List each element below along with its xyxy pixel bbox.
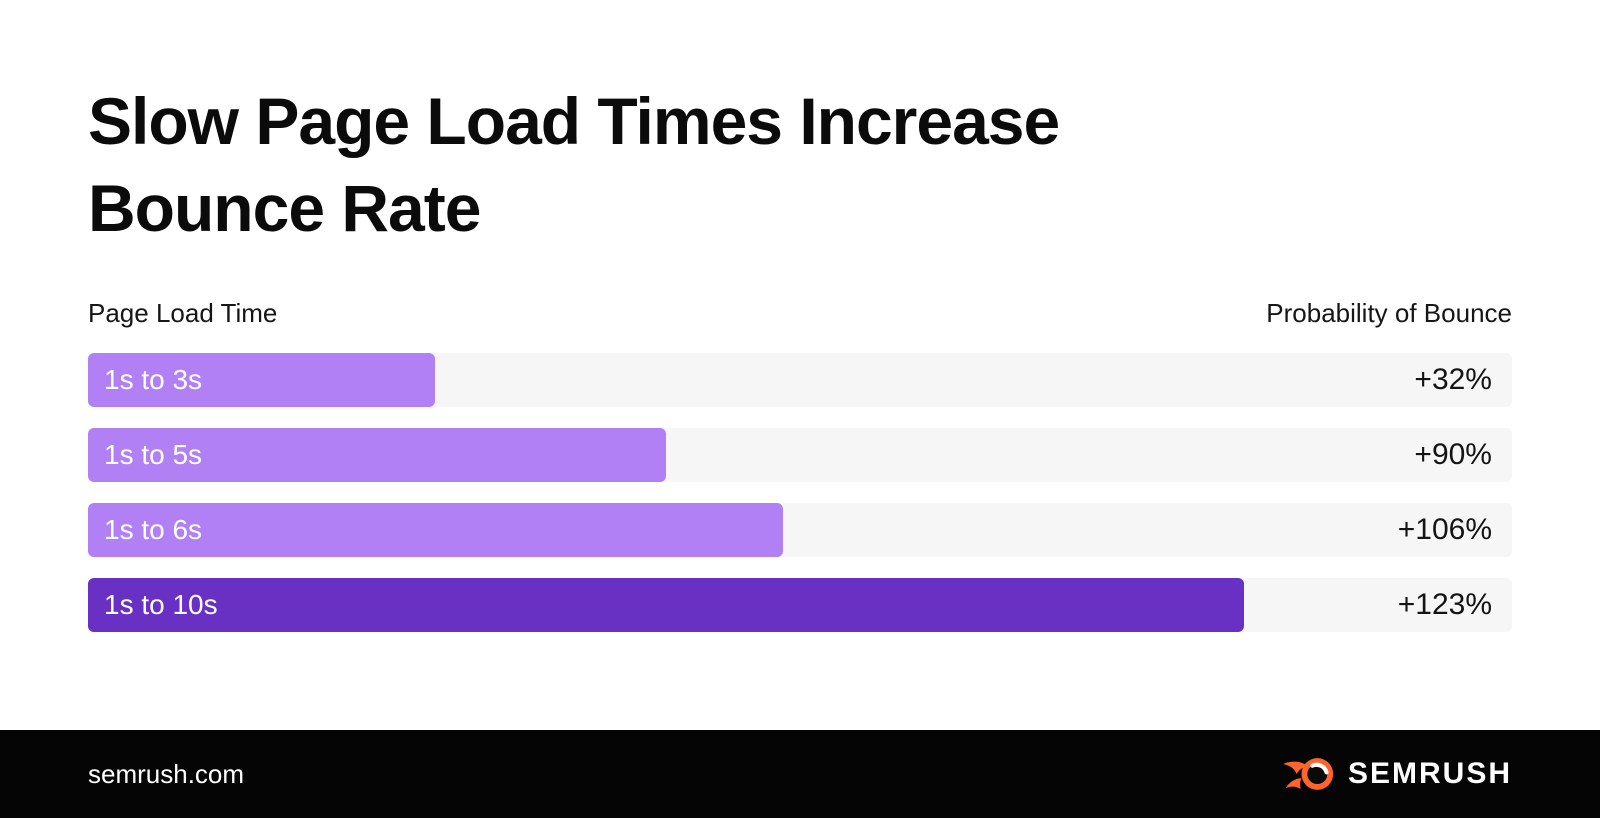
bar-label: 1s to 6s: [104, 514, 203, 545]
footer-bar: semrush.com SEMRUSH: [0, 730, 1600, 818]
bar-label: 1s to 3s: [104, 364, 203, 395]
bar-value: +90%: [1414, 438, 1492, 471]
category-axis-label: Page Load Time: [88, 298, 278, 328]
page-title-line-2: Bounce Rate: [88, 171, 481, 245]
page-title-line-1: Slow Page Load Times Increase: [88, 84, 1060, 158]
semrush-flame-icon: [1283, 758, 1334, 790]
bar-row-1s-to-10s: 1s to 10s +123%: [88, 578, 1512, 632]
bar-label: 1s to 5s: [104, 439, 203, 470]
page-title: Slow Page Load Times Increase Bounce Rat…: [88, 78, 1512, 252]
bar-label: 1s to 10s: [104, 589, 218, 620]
website-text: semrush.com: [88, 758, 245, 789]
bar-fill: 1s to 6s: [88, 503, 783, 557]
chart-axis-labels: Page Load Time Probability of Bounce: [88, 298, 1512, 329]
bar-row-1s-to-5s: 1s to 5s +90%: [88, 428, 1512, 482]
content-area: Slow Page Load Times Increase Bounce Rat…: [88, 78, 1512, 632]
bar-fill: 1s to 5s: [88, 428, 667, 482]
semrush-wordmark: SEMRUSH: [1347, 757, 1512, 790]
semrush-logo: SEMRUSH: [1282, 754, 1512, 794]
bar-fill: 1s to 3s: [88, 353, 436, 407]
bar-row-1s-to-6s: 1s to 6s +106%: [88, 503, 1512, 557]
bar-chart: 1s to 3s +32% 1s to 5s +90% 1s to 6s +10…: [88, 353, 1512, 632]
value-axis-label: Probability of Bounce: [1266, 298, 1512, 328]
bar-fill: 1s to 10s: [88, 578, 1245, 632]
bar-row-1s-to-3s: 1s to 3s +32%: [88, 353, 1512, 407]
bar-value: +123%: [1397, 588, 1492, 621]
bar-value: +106%: [1397, 513, 1492, 546]
bar-value: +32%: [1414, 363, 1492, 396]
